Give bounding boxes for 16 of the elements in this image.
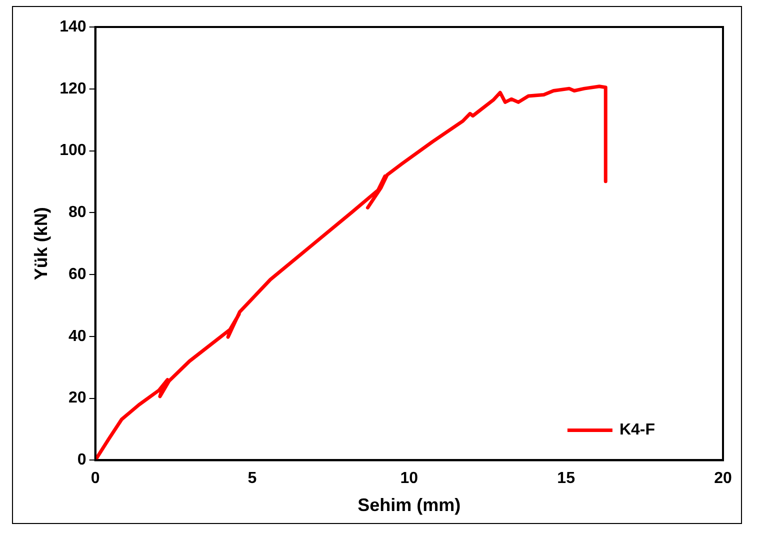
y-tick-label: 120	[60, 80, 86, 98]
x-tick-label: 10	[400, 470, 418, 488]
y-tick-label: 80	[68, 204, 86, 222]
y-tick-label: 100	[60, 142, 86, 160]
legend-label: K4-F	[619, 422, 656, 439]
x-tick-label: 15	[557, 470, 576, 488]
y-tick-label: 40	[68, 328, 86, 345]
x-tick-label: 20	[714, 470, 732, 488]
y-tick-label: 140	[60, 18, 86, 36]
x-tick-label: 5	[248, 470, 257, 488]
x-tick-label: 0	[90, 470, 100, 488]
x-axis-title: Sehim (mm)	[358, 495, 461, 516]
y-tick-label: 60	[68, 266, 86, 283]
y-axis-title: Yük (kN)	[30, 207, 51, 280]
y-tick-label: 0	[77, 452, 86, 469]
y-tick-label: 20	[68, 390, 86, 407]
